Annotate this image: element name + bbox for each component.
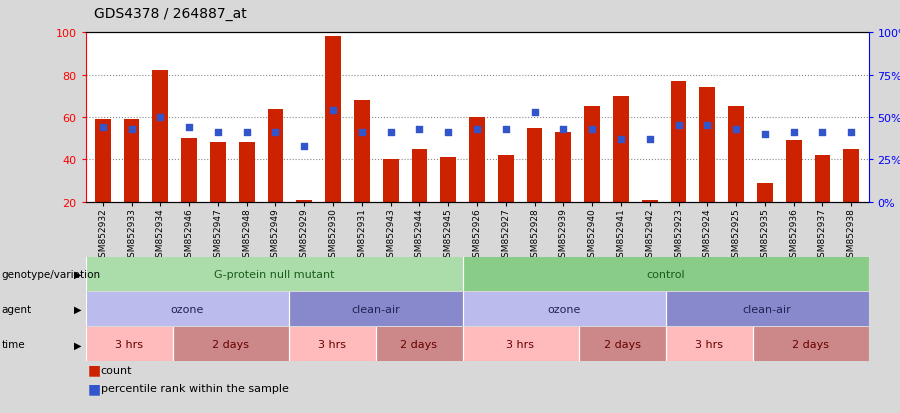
Point — [297, 143, 311, 150]
Point — [815, 130, 830, 136]
Point — [527, 109, 542, 116]
Bar — [86, 257, 463, 291]
Text: ■: ■ — [88, 363, 102, 377]
Point — [182, 125, 196, 131]
Bar — [843, 150, 860, 202]
Text: 2 days: 2 days — [400, 339, 437, 349]
Bar — [665, 328, 752, 361]
Text: genotype/variation: genotype/variation — [2, 269, 101, 279]
Point — [787, 130, 801, 136]
Bar — [584, 107, 600, 202]
Text: clean-air: clean-air — [742, 304, 791, 314]
Bar — [238, 143, 255, 202]
Bar — [289, 328, 375, 361]
Point — [758, 131, 772, 138]
Bar — [670, 82, 687, 202]
Text: ▶: ▶ — [74, 339, 81, 349]
Point — [614, 136, 628, 143]
Point — [383, 130, 398, 136]
Bar — [699, 88, 716, 202]
Bar — [123, 120, 140, 202]
Text: percentile rank within the sample: percentile rank within the sample — [101, 383, 289, 393]
Bar — [642, 200, 658, 202]
Bar — [728, 107, 744, 202]
Text: 3 hrs: 3 hrs — [318, 339, 346, 349]
Text: ■: ■ — [88, 381, 102, 395]
Text: 3 hrs: 3 hrs — [695, 339, 723, 349]
Bar — [210, 143, 226, 202]
Point — [700, 123, 715, 130]
Bar — [498, 156, 514, 202]
Bar — [86, 328, 173, 361]
Bar — [375, 328, 463, 361]
Text: time: time — [2, 339, 25, 349]
Bar — [267, 109, 284, 202]
Bar — [757, 183, 773, 202]
Bar — [289, 292, 463, 326]
Point — [124, 126, 139, 133]
Bar — [382, 160, 399, 202]
Text: G-protein null mutant: G-protein null mutant — [214, 269, 334, 279]
Point — [643, 136, 657, 143]
Text: ▶: ▶ — [74, 304, 81, 314]
Text: agent: agent — [2, 304, 32, 314]
Point — [95, 125, 110, 131]
Text: 2 days: 2 days — [792, 339, 829, 349]
Bar — [463, 328, 579, 361]
Bar — [555, 133, 572, 202]
Bar — [86, 292, 289, 326]
Point — [153, 114, 167, 121]
Bar — [752, 328, 868, 361]
Bar — [325, 37, 341, 202]
Point — [239, 130, 254, 136]
Point — [499, 126, 513, 133]
Point — [326, 108, 340, 114]
Bar — [440, 158, 456, 202]
Bar — [94, 120, 111, 202]
Bar — [526, 128, 543, 202]
Text: 3 hrs: 3 hrs — [115, 339, 143, 349]
Bar — [296, 200, 312, 202]
Point — [671, 123, 686, 130]
Point — [211, 130, 225, 136]
Bar — [469, 118, 485, 202]
Text: GDS4378 / 264887_at: GDS4378 / 264887_at — [94, 7, 248, 21]
Bar — [786, 141, 802, 202]
Bar — [613, 97, 629, 202]
Bar — [181, 139, 197, 202]
Bar — [173, 328, 289, 361]
Point — [844, 130, 859, 136]
Text: 3 hrs: 3 hrs — [507, 339, 535, 349]
Text: 2 days: 2 days — [212, 339, 249, 349]
Bar — [463, 257, 868, 291]
Text: 2 days: 2 days — [604, 339, 641, 349]
Bar — [411, 150, 428, 202]
Bar — [152, 71, 168, 202]
Point — [585, 126, 599, 133]
Bar — [579, 328, 665, 361]
Bar — [354, 101, 370, 202]
Text: ▶: ▶ — [74, 269, 81, 279]
Point — [470, 126, 484, 133]
Point — [412, 126, 427, 133]
Bar — [463, 292, 665, 326]
Point — [355, 130, 369, 136]
Point — [556, 126, 571, 133]
Point — [729, 126, 743, 133]
Text: control: control — [646, 269, 685, 279]
Bar — [665, 292, 868, 326]
Point — [441, 130, 455, 136]
Text: count: count — [101, 365, 132, 375]
Point — [268, 130, 283, 136]
Bar — [814, 156, 831, 202]
Text: clean-air: clean-air — [351, 304, 400, 314]
Text: ozone: ozone — [170, 304, 203, 314]
Text: ozone: ozone — [547, 304, 580, 314]
